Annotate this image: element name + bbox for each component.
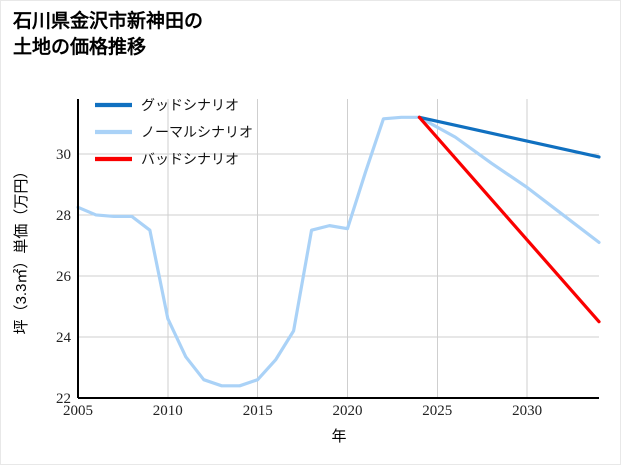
axes-group — [76, 99, 599, 400]
series-group — [76, 115, 601, 388]
y-axis-title: 坪（3.3㎡）単価（万円） — [13, 164, 30, 335]
x-tick-label: 2005 — [63, 403, 93, 419]
y-tick-label: 24 — [56, 330, 72, 346]
y-tick-label: 26 — [56, 269, 72, 285]
series-line — [417, 115, 601, 159]
y-tick-label: 30 — [56, 147, 71, 163]
series-line — [76, 115, 601, 388]
legend-label-good: グッドシナリオ — [141, 97, 239, 113]
legend-label-bad: バッドシナリオ — [141, 151, 239, 167]
x-tick-label: 2010 — [153, 403, 183, 419]
x-axis-title: 年 — [331, 428, 346, 445]
series-line — [417, 115, 601, 324]
y-tick-labels: 22 24 26 28 30 — [56, 147, 72, 407]
x-tick-label: 2015 — [243, 403, 273, 419]
gridlines-group — [77, 99, 599, 399]
x-tick-label: 2020 — [333, 403, 363, 419]
x-tick-label: 2030 — [512, 403, 542, 419]
x-tick-label: 2025 — [422, 403, 452, 419]
y-tick-label: 28 — [56, 208, 71, 224]
legend-label-normal: ノーマルシナリオ — [141, 124, 253, 140]
y-tick-label: 22 — [56, 391, 71, 407]
page-title: 石川県金沢市新神田の 土地の価格推移 — [13, 11, 204, 58]
x-tick-labels: 2005 2010 2015 2020 2025 2030 — [63, 403, 542, 419]
